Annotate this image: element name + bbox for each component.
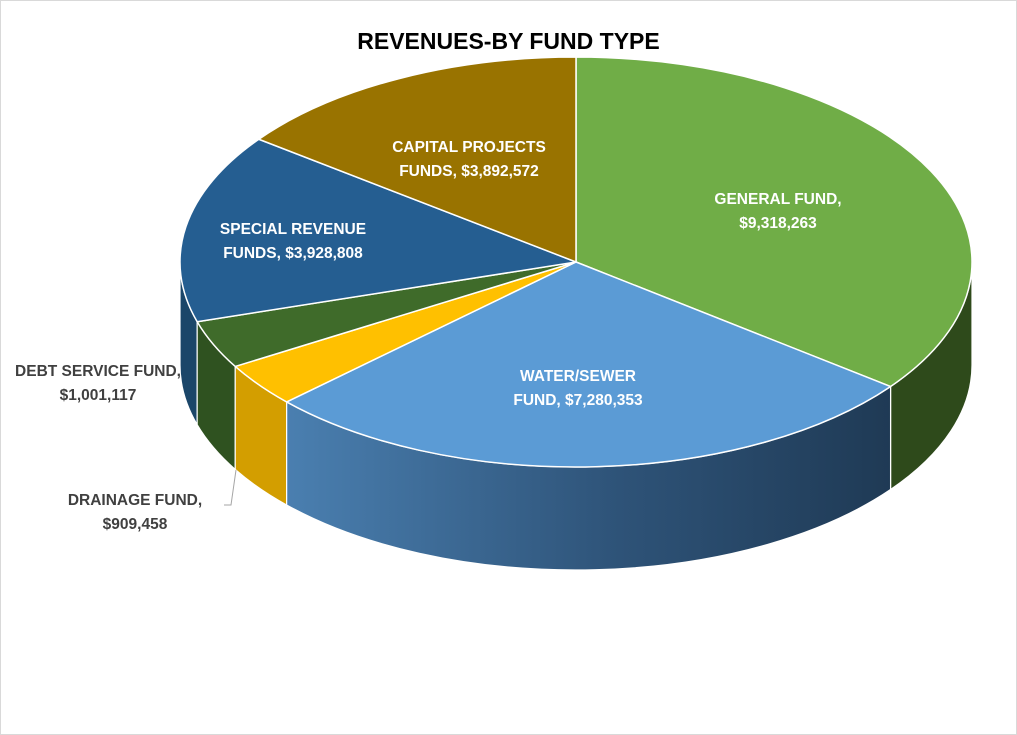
slice-label-line: $909,458 xyxy=(103,516,168,533)
slice-special-revenue-funds xyxy=(179,138,577,323)
slice-label-line: FUNDS, $3,928,808 xyxy=(223,245,363,262)
slice-label-line: CAPITAL PROJECTS xyxy=(392,139,546,156)
slice-label-special-revenue-funds: SPECIAL REVENUE FUNDS, $3,928,808 xyxy=(220,221,366,262)
slice-label-line: DRAINAGE FUND, xyxy=(68,492,202,509)
slice-label-line: $9,318,263 xyxy=(739,215,817,232)
slice-label-line: SPECIAL REVENUE xyxy=(220,221,366,238)
leader-line-drainage-fund xyxy=(224,469,237,506)
slice-water-sewer-fund xyxy=(285,261,892,468)
slice-label-line: FUNDS, $3,892,572 xyxy=(399,163,539,180)
slice-label-debt-service-fund: DEBT SERVICE FUND, $1,001,117 xyxy=(15,363,181,404)
slice-label-line: FUND, $7,280,353 xyxy=(513,392,643,409)
leader-lines xyxy=(224,469,237,506)
slice-label-water-sewer-fund: WATER/SEWER FUND, $7,280,353 xyxy=(513,368,643,409)
pie-tops xyxy=(179,56,973,468)
slice-capital-projects-funds xyxy=(258,56,577,263)
slice-label-drainage-fund: DRAINAGE FUND, $909,458 xyxy=(68,492,202,533)
chart-title: REVENUES-BY FUND TYPE xyxy=(357,28,660,54)
slice-general-fund xyxy=(575,56,973,388)
slice-label-line: GENERAL FUND, xyxy=(714,191,841,208)
pie-sides xyxy=(179,261,973,571)
slice-label-capital-projects-funds: CAPITAL PROJECTS FUNDS, $3,892,572 xyxy=(392,139,546,180)
slice-label-line: $1,001,117 xyxy=(60,387,137,404)
slice-label-general-fund: GENERAL FUND, $9,318,263 xyxy=(714,191,841,232)
slice-labels: GENERAL FUND, $9,318,263 WATER/SEWER FUND, … xyxy=(15,139,842,533)
slice-label-line: WATER/SEWER xyxy=(520,368,636,385)
slice-label-line: DEBT SERVICE FUND, xyxy=(15,363,181,380)
